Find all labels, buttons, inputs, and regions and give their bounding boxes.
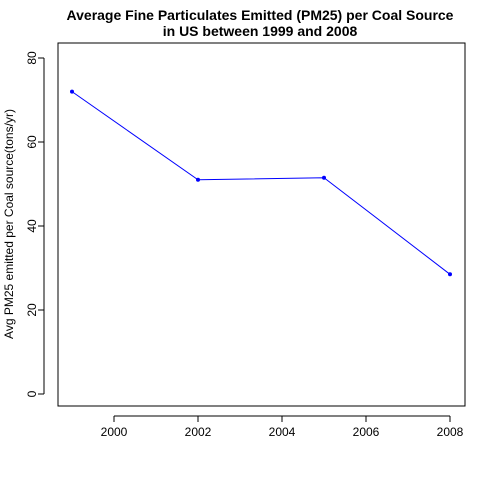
data-point [322, 175, 326, 180]
x-tick-label: 2008 [437, 425, 464, 439]
y-tick-label: 20 [25, 303, 39, 317]
data-point [70, 89, 74, 94]
y-axis: 0 20 40 60 80 [25, 51, 45, 397]
y-tick-label: 0 [25, 390, 39, 397]
data-point [196, 177, 200, 182]
series-line [71, 91, 451, 275]
series-layer [70, 89, 452, 277]
y-tick-label: 60 [25, 135, 39, 149]
y-tick-label: 40 [25, 219, 39, 233]
y-tick-label: 80 [25, 51, 39, 65]
x-tick-label: 2002 [185, 425, 212, 439]
y-axis-label: Avg PM25 emitted per Coal source(tons/yr… [2, 109, 16, 339]
x-tick-label: 2004 [269, 425, 296, 439]
x-tick-label: 2006 [353, 425, 380, 439]
x-tick-label: 2000 [101, 425, 128, 439]
x-axis: 2000 2002 2004 2006 2008 [101, 415, 464, 439]
data-point [448, 272, 452, 277]
plot-frame [57, 42, 466, 407]
chart-subtitle: in US between 1999 and 2008 [163, 23, 358, 39]
chart-title: Average Fine Particulates Emitted (PM25)… [67, 7, 454, 23]
